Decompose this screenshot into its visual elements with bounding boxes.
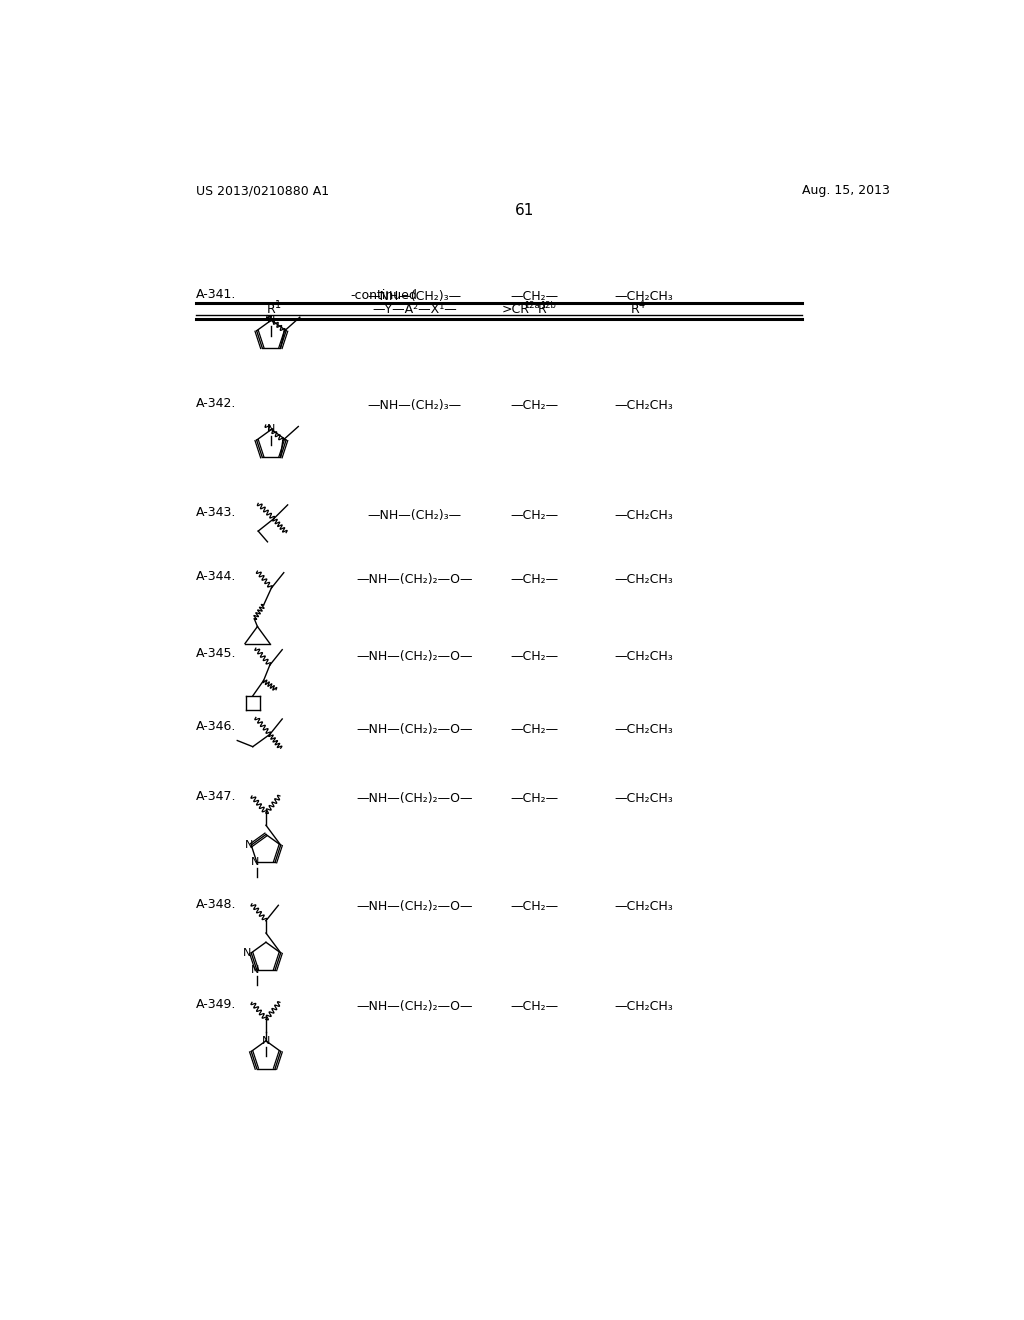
Text: A-348.: A-348. — [197, 898, 237, 911]
Text: —CH₂CH₃: —CH₂CH₃ — [614, 649, 673, 663]
Text: —CH₂CH₃: —CH₂CH₃ — [614, 573, 673, 586]
Text: N: N — [243, 948, 252, 958]
Text: A-342.: A-342. — [197, 397, 237, 411]
Text: —NH—(CH₂)₂—O—: —NH—(CH₂)₂—O— — [356, 1001, 473, 1012]
Text: 4: 4 — [639, 301, 645, 310]
Text: —NH—(CH₂)₂—O—: —NH—(CH₂)₂—O— — [356, 792, 473, 805]
Text: A-347.: A-347. — [197, 789, 237, 803]
Text: —CH₂—: —CH₂— — [511, 900, 559, 913]
Text: —NH—(CH₂)₂—O—: —NH—(CH₂)₂—O— — [356, 900, 473, 913]
Text: R: R — [631, 302, 640, 315]
Text: —NH—(CH₂)₃—: —NH—(CH₂)₃— — [368, 508, 462, 521]
Text: —Y—A²—X¹—: —Y—A²—X¹— — [373, 302, 457, 315]
Text: —NH—(CH₂)₃—: —NH—(CH₂)₃— — [368, 400, 462, 412]
Text: —CH₂CH₃: —CH₂CH₃ — [614, 400, 673, 412]
Text: US 2013/0210880 A1: US 2013/0210880 A1 — [197, 185, 330, 197]
Text: 12a: 12a — [524, 301, 540, 310]
Text: —CH₂—: —CH₂— — [511, 290, 559, 304]
Text: —CH₂CH₃: —CH₂CH₃ — [614, 723, 673, 735]
Text: —NH—(CH₂)₂—O—: —NH—(CH₂)₂—O— — [356, 649, 473, 663]
Text: —CH₂CH₃: —CH₂CH₃ — [614, 290, 673, 304]
Text: —CH₂—: —CH₂— — [511, 573, 559, 586]
Text: —NH—(CH₂)₂—O—: —NH—(CH₂)₂—O— — [356, 573, 473, 586]
Text: R: R — [267, 302, 275, 315]
Text: —CH₂CH₃: —CH₂CH₃ — [614, 508, 673, 521]
Text: N: N — [267, 315, 275, 325]
Text: Aug. 15, 2013: Aug. 15, 2013 — [802, 185, 890, 197]
Text: —NH—(CH₂)₂—O—: —NH—(CH₂)₂—O— — [356, 723, 473, 735]
Text: A-344.: A-344. — [197, 570, 237, 583]
Text: N: N — [251, 857, 259, 867]
Text: >CR: >CR — [502, 302, 529, 315]
Text: 61: 61 — [515, 203, 535, 218]
Text: —CH₂—: —CH₂— — [511, 400, 559, 412]
Text: A-349.: A-349. — [197, 998, 237, 1011]
Text: —CH₂CH₃: —CH₂CH₃ — [614, 1001, 673, 1012]
Text: N: N — [245, 840, 253, 850]
Text: A-341.: A-341. — [197, 288, 237, 301]
Text: A-345.: A-345. — [197, 647, 237, 660]
Text: A-346.: A-346. — [197, 721, 237, 734]
Text: N: N — [267, 425, 275, 434]
Text: —CH₂—: —CH₂— — [511, 1001, 559, 1012]
Text: —CH₂—: —CH₂— — [511, 649, 559, 663]
Text: R: R — [538, 302, 546, 315]
Text: —CH₂—: —CH₂— — [511, 723, 559, 735]
Text: N: N — [262, 1036, 270, 1045]
Text: 12b: 12b — [540, 301, 556, 310]
Text: —CH₂CH₃: —CH₂CH₃ — [614, 900, 673, 913]
Text: N: N — [251, 965, 259, 975]
Text: -continued: -continued — [350, 289, 417, 302]
Text: A-343.: A-343. — [197, 507, 237, 520]
Text: —CH₂CH₃: —CH₂CH₃ — [614, 792, 673, 805]
Text: 1: 1 — [274, 301, 281, 310]
Text: —NH—(CH₂)₃—: —NH—(CH₂)₃— — [368, 290, 462, 304]
Text: —CH₂—: —CH₂— — [511, 792, 559, 805]
Text: —CH₂—: —CH₂— — [511, 508, 559, 521]
